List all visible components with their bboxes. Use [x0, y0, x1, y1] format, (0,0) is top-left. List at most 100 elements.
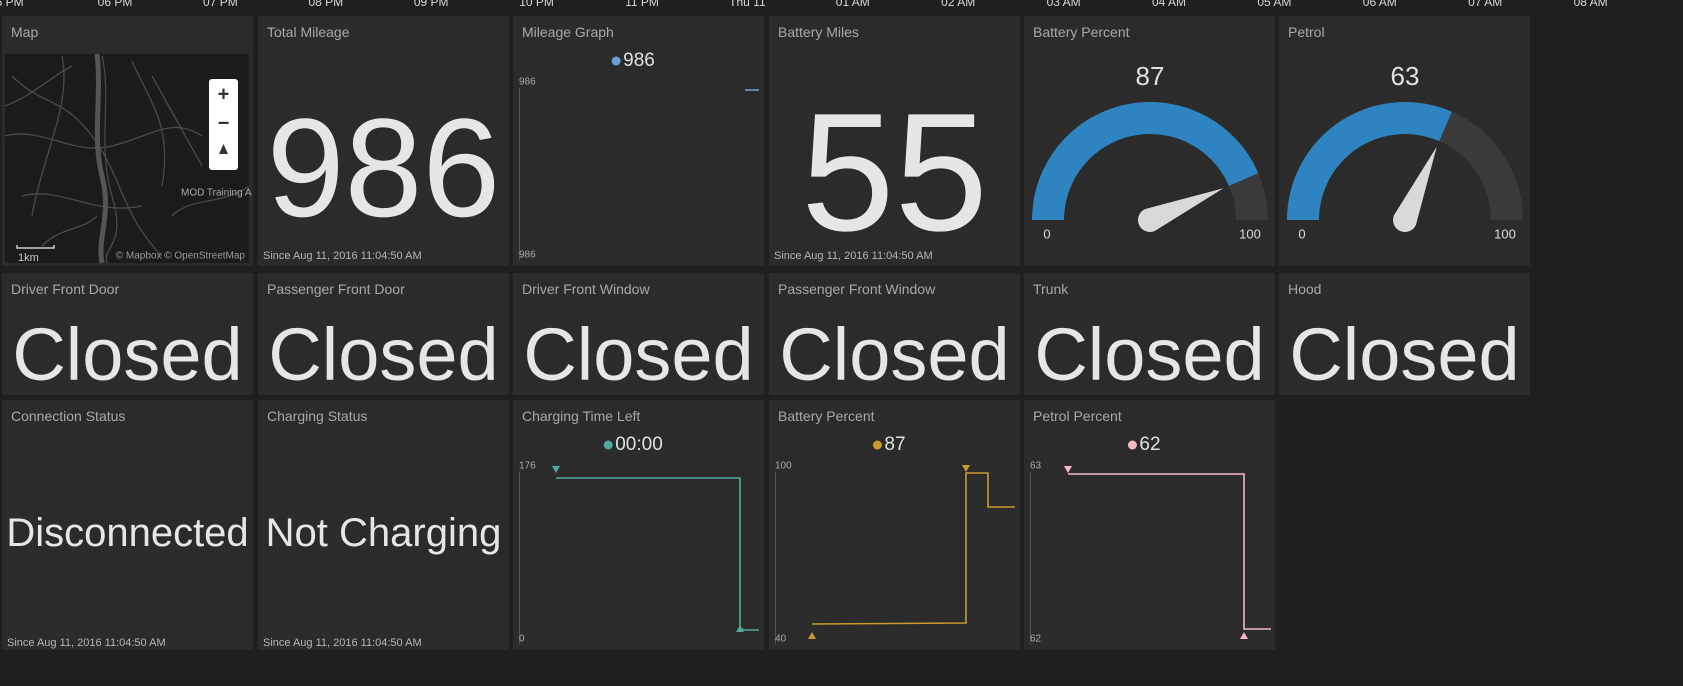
- status-value: Closed: [268, 313, 499, 395]
- tile: 87 100 40 Battery Percent: [769, 400, 1020, 650]
- axis-top-label: 63: [1030, 461, 1042, 472]
- axis-bottom-label: 40: [775, 634, 787, 645]
- tile-title: Driver Front Window: [522, 281, 650, 297]
- status-value: Closed: [12, 313, 243, 395]
- gauge: 63 0 100: [1287, 61, 1523, 241]
- tile: Closed Passenger Front Window: [769, 273, 1020, 395]
- min-marker: [736, 625, 744, 632]
- time-label: 08 PM: [308, 0, 343, 9]
- map-road: [4, 126, 203, 149]
- status-value: Closed: [1034, 313, 1265, 395]
- tile: 87 0 100 Battery Percent: [1024, 16, 1275, 266]
- tile: 00:00 176 0 Charging Time Left: [513, 400, 764, 650]
- time-label: 10 PM: [519, 0, 554, 9]
- gauge-needle: [1138, 188, 1224, 232]
- map-road: [21, 193, 143, 209]
- axis-top-label: 176: [519, 461, 536, 472]
- map: + − MOD Training A 1km © Mapbox © OpenStreet…: [4, 53, 252, 264]
- tile-title: Total Mileage: [267, 24, 350, 40]
- legend-value: 986: [623, 50, 655, 71]
- legend-dot: [872, 440, 882, 450]
- gauge-max: 100: [1239, 226, 1261, 241]
- map-river: [94, 53, 108, 264]
- time-label: Thu 11: [729, 0, 766, 9]
- gauge-value: 63: [1391, 61, 1420, 91]
- time-label: 07 PM: [203, 0, 238, 9]
- zoom-control: [209, 79, 238, 170]
- timeline: 5 PM 06 PM 07 PM 08 PM 09 PM 10 PM 11 PM Thu 11…: [0, 0, 1608, 9]
- tile: 55 Since Aug 11, 2016 11:04:50 AM Battery …: [769, 16, 1020, 266]
- map-road: [4, 65, 73, 107]
- map-road: [41, 215, 98, 247]
- axis-top-label: 100: [775, 461, 792, 472]
- map-road: [131, 60, 166, 187]
- tile: Closed Driver Front Window: [513, 273, 764, 395]
- tile: 62 63 62 Petrol Percent: [1024, 400, 1275, 650]
- legend-value: 00:00: [615, 434, 663, 455]
- min-marker: [1240, 632, 1248, 639]
- compass[interactable]: [219, 144, 228, 154]
- map-background: [5, 54, 249, 263]
- tile: Closed Hood: [1279, 273, 1530, 395]
- mini-chart: 00:00 176 0: [519, 434, 759, 645]
- tile: 986 Since Aug 11, 2016 11:04:50 AM Total M…: [258, 16, 509, 266]
- time-label: 01 AM: [836, 0, 870, 9]
- time-label: 11 PM: [625, 0, 659, 9]
- time-label: 06 PM: [98, 0, 133, 9]
- attribution: © Mapbox © OpenStreetMap: [116, 251, 246, 262]
- tile: 986 986 986 Mileage Graph: [513, 16, 764, 266]
- tile-title: Hood: [1288, 281, 1322, 297]
- gauge-needle: [1393, 146, 1437, 232]
- time-label: 06 AM: [1363, 0, 1397, 9]
- zoom-out[interactable]: −: [218, 112, 230, 134]
- mini-chart: 986 986 986: [519, 50, 759, 261]
- legend-dot: [1127, 440, 1137, 450]
- tile-title: Mileage Graph: [522, 24, 614, 40]
- time-label: 04 AM: [1152, 0, 1186, 9]
- tile-title: Battery Percent: [778, 408, 875, 424]
- tile-title: Passenger Front Window: [778, 281, 936, 297]
- tile: Closed Driver Front Door: [2, 273, 253, 395]
- gauge-max: 100: [1494, 226, 1516, 241]
- map-road: [31, 55, 65, 217]
- tile-title: Battery Percent: [1033, 24, 1130, 40]
- mini-chart: 62 63 62: [1030, 434, 1271, 645]
- tile-title: Petrol: [1288, 24, 1325, 40]
- tile: Closed Trunk: [1024, 273, 1275, 395]
- mini-chart: 87 100 40: [775, 434, 1015, 645]
- legend-dot: [611, 56, 621, 66]
- gauge: 87 0 100: [1032, 61, 1268, 241]
- max-marker: [1064, 466, 1072, 473]
- axis-top-label: 986: [519, 77, 536, 88]
- legend-value: 87: [884, 434, 905, 455]
- map-road: [171, 185, 250, 217]
- map-road: [151, 75, 203, 167]
- since: Since Aug 11, 2016 11:04:50 AM: [774, 250, 933, 262]
- time-label: 05 AM: [1257, 0, 1291, 9]
- time-label: 03 AM: [1047, 0, 1081, 9]
- status-value: Closed: [523, 313, 754, 395]
- tile: + − MOD Training A 1km © Mapbox © OpenStreet…: [2, 16, 253, 266]
- tile-title: Connection Status: [11, 408, 126, 424]
- axis-bottom-label: 0: [519, 634, 525, 645]
- gauge-min: 0: [1043, 226, 1050, 241]
- max-marker: [962, 465, 970, 472]
- since: Since Aug 11, 2016 11:04:50 AM: [263, 250, 422, 262]
- time-label: 09 PM: [414, 0, 449, 9]
- scale-label: 1km: [18, 252, 39, 264]
- tile: Not Charging Since Aug 11, 2016 11:04:50 …: [258, 400, 509, 650]
- map-road: [11, 75, 163, 257]
- big-number: 986: [266, 89, 501, 246]
- tile-title: Map: [11, 24, 39, 40]
- tile-title: Driver Front Door: [11, 281, 120, 297]
- zoom-in[interactable]: +: [218, 83, 230, 105]
- status-value: Closed: [1289, 313, 1520, 395]
- status-value: Disconnected: [6, 511, 249, 555]
- scale-bar: [16, 245, 55, 249]
- tile-title: Passenger Front Door: [267, 281, 405, 297]
- legend-value: 62: [1139, 434, 1160, 455]
- max-marker: [552, 466, 560, 473]
- gauge-fill: [1287, 102, 1452, 220]
- gauge-min: 0: [1298, 226, 1305, 241]
